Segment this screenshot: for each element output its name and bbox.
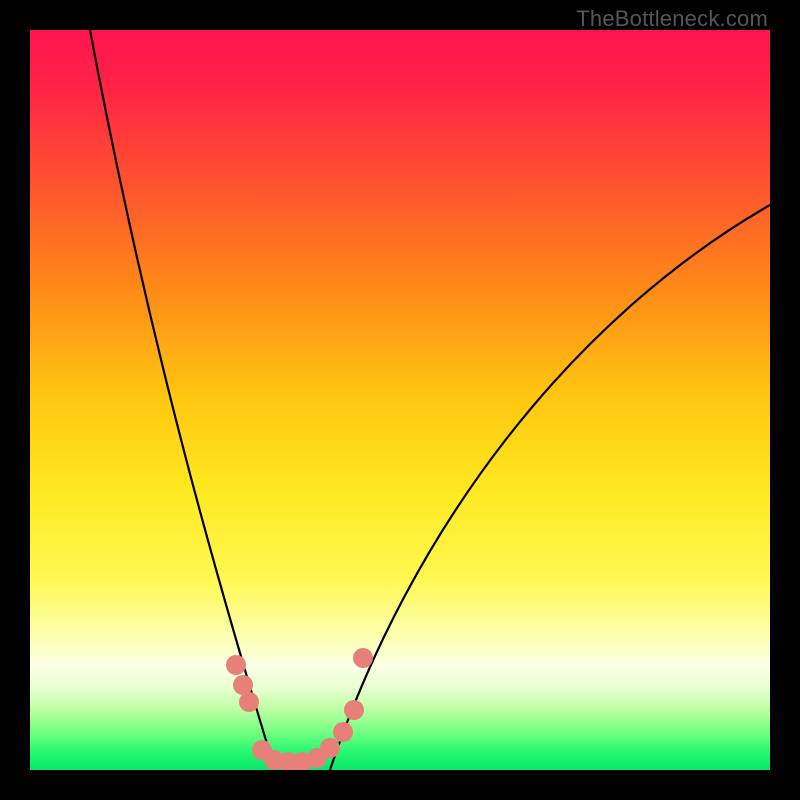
- marker-dot: [320, 738, 340, 758]
- marker-dot: [226, 655, 246, 675]
- marker-dot: [333, 722, 353, 742]
- curve-right: [330, 205, 770, 770]
- valley-markers: [226, 648, 373, 770]
- marker-dot: [239, 692, 259, 712]
- marker-dot: [233, 675, 253, 695]
- curve-left: [90, 30, 275, 770]
- watermark-text: TheBottleneck.com: [576, 6, 768, 32]
- marker-dot: [344, 700, 364, 720]
- marker-dot: [353, 648, 373, 668]
